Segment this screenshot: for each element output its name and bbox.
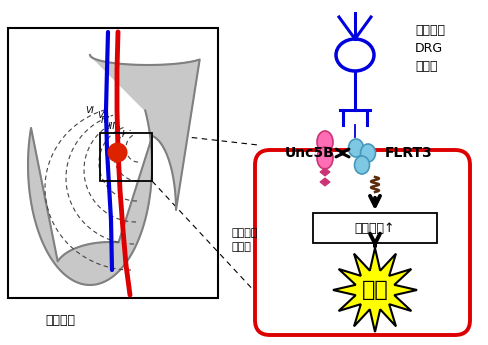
Text: FLRT3: FLRT3 xyxy=(385,146,433,160)
Text: VI: VI xyxy=(86,106,94,115)
Polygon shape xyxy=(320,178,330,186)
Text: 末梢神经
DRG
神经元: 末梢神经 DRG 神经元 xyxy=(415,23,445,72)
Bar xyxy=(100,133,152,181)
FancyBboxPatch shape xyxy=(255,150,470,335)
Text: 疼痛: 疼痛 xyxy=(362,280,388,300)
Polygon shape xyxy=(320,168,330,176)
Polygon shape xyxy=(28,55,200,285)
Text: V: V xyxy=(97,111,103,120)
Text: 脊髄背角
神经元: 脊髄背角 神经元 xyxy=(232,228,259,252)
Text: 脊髄背角: 脊髄背角 xyxy=(45,314,75,326)
FancyBboxPatch shape xyxy=(313,213,437,243)
Text: Unc5B: Unc5B xyxy=(285,146,335,160)
Text: 神经兴奋↑: 神经兴奋↑ xyxy=(355,221,395,235)
Bar xyxy=(8,28,218,298)
Point xyxy=(113,149,121,155)
Text: I: I xyxy=(122,130,124,139)
Ellipse shape xyxy=(317,131,333,153)
Text: IV: IV xyxy=(101,116,110,125)
Text: II: II xyxy=(115,126,121,135)
Ellipse shape xyxy=(361,144,375,162)
Ellipse shape xyxy=(354,156,369,174)
Ellipse shape xyxy=(336,39,374,71)
Ellipse shape xyxy=(317,147,333,169)
Ellipse shape xyxy=(348,139,364,157)
Polygon shape xyxy=(333,248,417,332)
Text: III: III xyxy=(107,122,115,131)
